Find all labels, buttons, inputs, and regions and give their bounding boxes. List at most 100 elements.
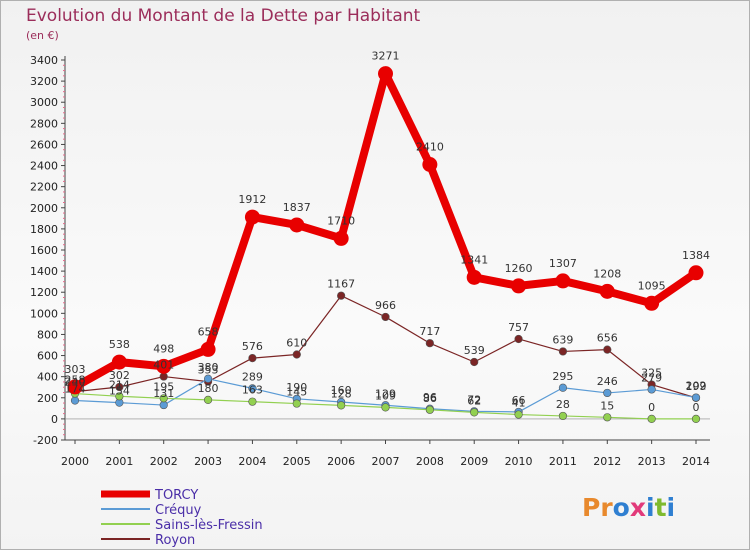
series-point [688,265,704,281]
x-tick-label: 2002 [150,455,178,468]
y-tick-label: 2400 [30,160,58,173]
data-label: 1341 [460,253,488,266]
data-label: 279 [641,371,662,384]
data-label: 160 [331,384,352,397]
series-point [425,405,434,414]
y-tick-label: 1400 [30,265,58,278]
series-point [292,399,301,408]
data-label: 15 [600,399,614,412]
data-label: 174 [65,383,86,396]
y-tick-label: 2600 [30,138,58,151]
data-label: 72 [467,393,481,406]
series-point [203,374,213,383]
data-label: 96 [423,391,437,404]
y-tick-label: 1000 [30,307,58,320]
series-point [691,414,701,423]
series-point [292,350,301,359]
y-tick-label: 1800 [30,223,58,236]
series-point [156,358,172,374]
y-tick-label: 600 [37,350,58,363]
data-label: 195 [153,380,174,393]
data-label: 2410 [416,141,444,154]
series-point [470,357,479,367]
data-label: 66 [512,394,526,407]
y-tick-label: 0 [51,413,58,426]
data-label: 1912 [238,193,266,206]
y-tick-label: 3000 [30,96,58,109]
data-label: 202 [686,380,707,393]
series-point [558,411,568,421]
data-label: 154 [109,385,130,398]
data-label: 62 [467,394,481,407]
data-label: 538 [109,338,130,351]
series-point [691,393,701,402]
data-label: 1837 [283,201,311,214]
data-label: 1095 [638,279,666,292]
x-tick-label: 2009 [460,455,488,468]
x-tick-label: 2000 [61,455,89,468]
x-tick-label: 2013 [638,455,666,468]
data-label: 1260 [505,262,533,275]
data-label: 1384 [682,249,710,262]
data-label: 109 [375,389,396,402]
data-label: 658 [198,325,219,338]
y-tick-label: 2000 [30,202,58,215]
data-label: 498 [153,342,174,355]
series-point [599,283,615,299]
series-point [244,209,260,225]
series-point [555,273,571,289]
data-label: 0 [648,401,655,414]
data-label: 302 [109,369,130,382]
series-point [381,312,390,322]
data-label: 380 [198,361,219,374]
legend-label: TORCY [154,488,198,503]
data-label: 86 [423,392,437,405]
data-label: 246 [597,375,618,388]
x-tick-label: 2001 [105,455,133,468]
series-point [422,157,438,172]
data-label: 214 [109,378,130,391]
series-point [470,408,479,417]
data-label: 656 [597,332,618,345]
y-tick-label: 1200 [30,286,58,299]
series-point [70,396,80,405]
series-point [111,354,127,370]
series-point [381,403,390,412]
series-point [603,345,612,354]
series-point [511,278,527,294]
data-label: 199 [686,380,707,393]
series-point [159,372,168,381]
y-tick-label: 1600 [30,244,58,257]
series-point [248,353,257,363]
data-label: 129 [375,387,396,400]
series-point [425,339,434,348]
data-label: 1307 [549,257,577,270]
series-point [514,334,523,344]
data-label: 240 [65,376,86,389]
data-label: 180 [198,382,219,395]
data-label: 539 [464,344,485,357]
data-label: 145 [286,386,307,399]
data-label: 1167 [327,278,355,291]
x-tick-label: 2007 [372,455,400,468]
series-point [159,394,168,403]
series-point [647,414,656,423]
proxiti-logo: Proxiti [582,493,675,522]
data-label: 353 [198,364,219,377]
data-label: 3271 [372,50,400,63]
series-point [333,230,349,246]
x-tick-label: 2011 [549,455,577,468]
data-label: 966 [375,299,396,312]
data-label: 41 [512,397,526,410]
data-label: 0 [693,401,700,414]
y-tick-label: 2200 [30,181,58,194]
data-label: 131 [153,387,174,400]
series-point [115,382,124,392]
data-label: 1710 [327,214,355,227]
series-point [115,392,124,401]
data-label: 295 [552,370,573,383]
axes: -200020040060080010001200140016001800200… [30,54,710,468]
x-tick-label: 2006 [327,455,355,468]
